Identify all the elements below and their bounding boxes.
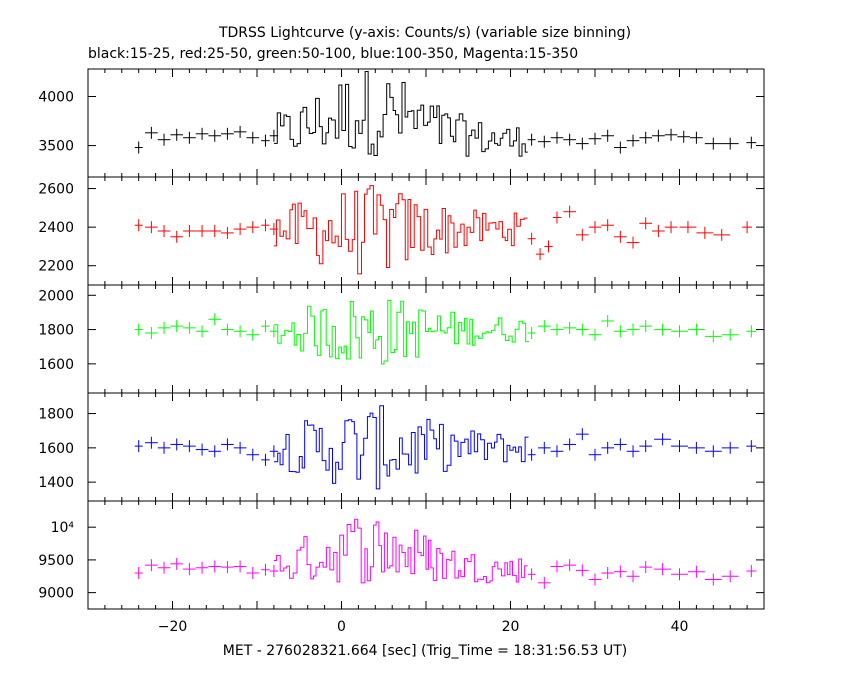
series-50-100 bbox=[134, 299, 757, 365]
y-tick-label: 2000 bbox=[38, 288, 74, 304]
x-tick-label: 20 bbox=[502, 619, 520, 635]
y-tick-label: 1600 bbox=[38, 357, 74, 373]
x-tick-label: 40 bbox=[671, 619, 689, 635]
burst-trace bbox=[273, 405, 529, 490]
burst-trace bbox=[273, 70, 528, 157]
series-25-50 bbox=[134, 185, 753, 275]
series-100-350 bbox=[134, 405, 757, 490]
chart-subtitle: black:15-25, red:25-50, green:50-100, bl… bbox=[88, 46, 578, 62]
y-tick-label: 1400 bbox=[38, 475, 74, 491]
panels-group: 3500 4000 2200 2400 2600 1600 1800 2000 1400 1600… bbox=[38, 68, 765, 610]
burst-trace bbox=[273, 299, 529, 365]
panel-100-350: 1400 1600 1800 bbox=[38, 392, 765, 502]
y-tick-label: 1600 bbox=[38, 441, 74, 457]
y-tick-label: 4000 bbox=[38, 89, 74, 105]
y-tick-label: 10⁴ bbox=[51, 520, 75, 536]
y-tick-label: 1800 bbox=[38, 323, 74, 339]
x-tick-label: −20 bbox=[158, 619, 188, 635]
y-tick-label: 2600 bbox=[38, 182, 74, 198]
panel-frame bbox=[87, 284, 765, 394]
panel-50-100: 1600 1800 2000 bbox=[38, 284, 765, 394]
panel-15-25: 3500 4000 bbox=[38, 68, 765, 178]
chart-title: TDRSS Lightcurve (y-axis: Counts/s) (var… bbox=[218, 25, 631, 41]
panel-15-350: 9000 9500 10⁴ bbox=[38, 500, 765, 610]
x-axis-label: MET - 276028321.664 [sec] (Trig_Time = 1… bbox=[223, 643, 627, 659]
x-axis: −20 0 20 40 bbox=[158, 619, 689, 635]
y-tick-label: 9000 bbox=[38, 586, 74, 602]
y-tick-label: 2400 bbox=[38, 220, 74, 236]
y-tick-label: 9500 bbox=[38, 553, 74, 569]
burst-trace bbox=[273, 185, 528, 275]
series-15-350 bbox=[134, 518, 757, 589]
burst-trace bbox=[273, 518, 528, 584]
panel-25-50: 2200 2400 2600 bbox=[38, 176, 765, 286]
y-tick-label: 1800 bbox=[38, 407, 74, 423]
y-tick-label: 2200 bbox=[38, 259, 74, 275]
x-tick-label: 0 bbox=[337, 619, 346, 635]
series-15-25 bbox=[134, 70, 757, 157]
panel-frame bbox=[87, 68, 765, 178]
y-tick-label: 3500 bbox=[38, 139, 74, 155]
